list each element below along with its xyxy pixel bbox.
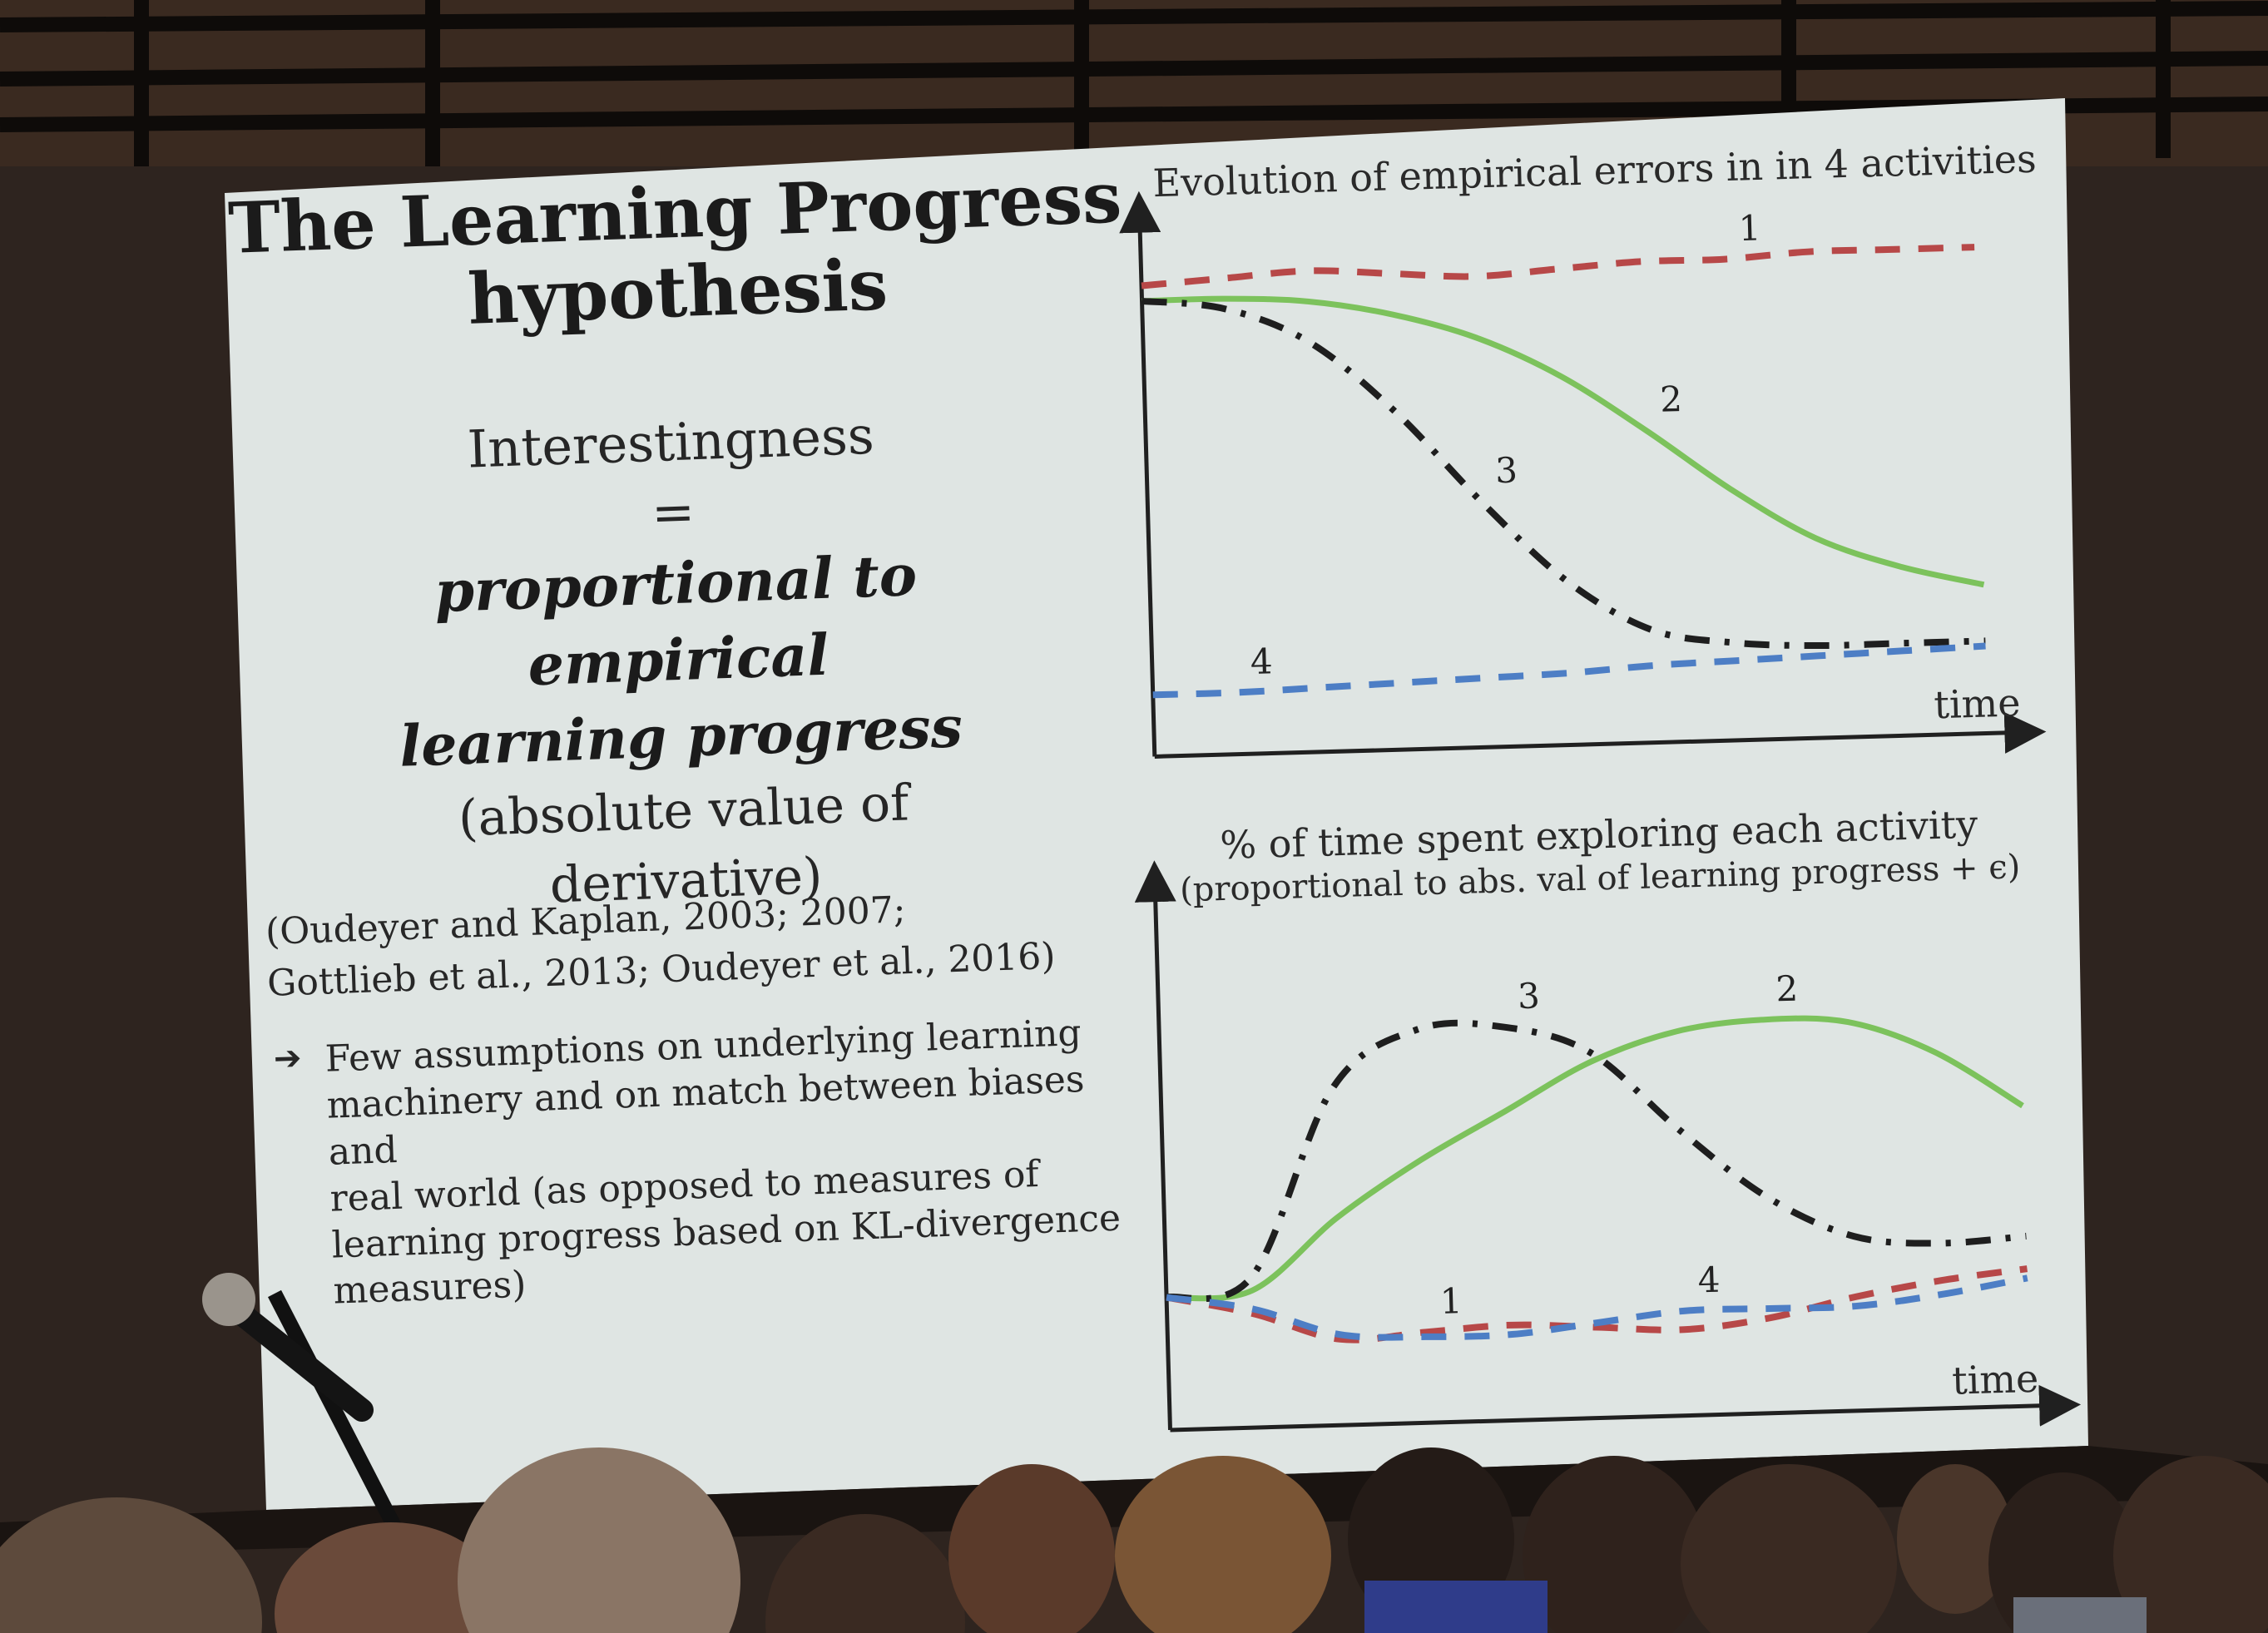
mic-body bbox=[225, 1299, 374, 1422]
chart1-y-axis bbox=[1119, 191, 1161, 757]
projection-screen bbox=[225, 98, 2088, 1510]
chart2-series-3-line bbox=[1166, 1019, 2027, 1303]
bullet-text: Few assumptions on underlying learning m… bbox=[324, 1007, 1156, 1315]
chart1-x-axis bbox=[1154, 711, 2047, 759]
chart2-series-4-label: 4 bbox=[1697, 1259, 1721, 1301]
chart2-series-2-line bbox=[1166, 1015, 2024, 1302]
hypothesis-statement: Interestingness = proportional to empiri… bbox=[316, 395, 1041, 928]
chart1-series-2-line bbox=[1141, 295, 1985, 588]
slide-title: The Learning Progress hypothesis bbox=[225, 156, 1128, 347]
chart2-series-1-line bbox=[1166, 1265, 2028, 1344]
chart1-series-4-label: 4 bbox=[1250, 641, 1273, 682]
chart2-series-1-label: 1 bbox=[1439, 1280, 1463, 1322]
chart1-x-label: time bbox=[1934, 680, 2022, 727]
bullet-point: ➔ Few assumptions on underlying learning… bbox=[273, 1007, 1156, 1317]
chart1-series-2-label: 2 bbox=[1660, 379, 1683, 420]
chart1-series-1-line bbox=[1141, 244, 1975, 289]
chart2-x-label: time bbox=[1951, 1356, 2039, 1403]
chart2-series-4-line bbox=[1166, 1274, 2028, 1341]
arrow-bullet-icon: ➔ bbox=[273, 1038, 303, 1078]
chart1-series-4-line bbox=[1152, 642, 1986, 699]
chart1-series-1-label: 1 bbox=[1738, 207, 1761, 249]
chart2-series-2-label: 2 bbox=[1775, 968, 1799, 1010]
chart2-series-3-label: 3 bbox=[1517, 975, 1540, 1017]
mic-head bbox=[202, 1273, 255, 1326]
chart1-series-3-label: 3 bbox=[1495, 450, 1518, 492]
chart2-x-axis bbox=[1170, 1384, 2082, 1433]
audience bbox=[0, 1447, 2268, 1633]
chart2-y-axis bbox=[1134, 860, 1176, 1431]
